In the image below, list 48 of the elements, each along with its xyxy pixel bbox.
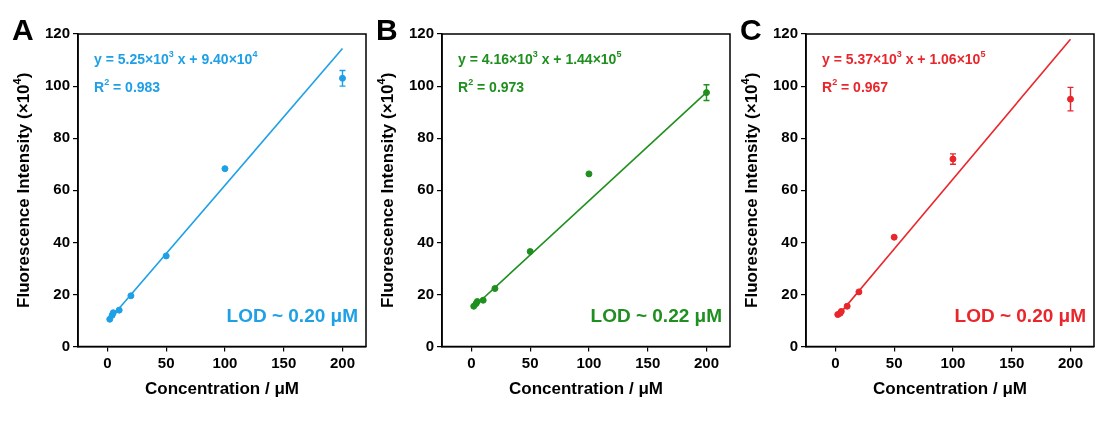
y-tick-label: 20 [781,284,799,302]
y-tick-label: 120 [773,24,799,42]
annotation: LOD ~ 0.20 μM [226,304,359,326]
x-tick-label: 150 [635,353,661,371]
y-tick-label: 80 [781,128,799,146]
y-tick-label: 20 [53,284,71,302]
y-tick-label: 120 [45,24,71,42]
x-axis-title: Concentration / μM [145,379,299,399]
y-tick-label: 80 [417,128,435,146]
y-tick-label: 60 [417,180,435,198]
y-axis-title: Fluorescence Intensity (×104) [374,72,397,308]
chart-title: B [376,13,398,47]
y-tick-label: 120 [409,24,435,42]
y-tick-label: 100 [773,76,799,94]
y-tick-label: 0 [61,336,71,354]
x-axis-title: Concentration / μM [873,379,1027,399]
x-axis-title: Concentration / μM [509,379,663,399]
y-tick-label: 100 [45,76,71,94]
x-tick-label: 200 [693,353,720,371]
x-tick-label: 50 [521,353,539,371]
y-tick-label: 40 [53,232,71,250]
x-tick-label: 0 [831,353,840,371]
x-tick-label: 100 [212,353,238,371]
x-tick-label: 0 [467,353,476,371]
y-axis-title: Fluorescence Intensity (×104) [10,72,33,308]
y-tick-label: 20 [417,284,435,302]
y-tick-label: 60 [53,180,71,198]
x-tick-label: 50 [157,353,175,371]
x-tick-label: 100 [940,353,966,371]
x-tick-label: 50 [885,353,903,371]
y-tick-label: 0 [789,336,799,354]
chart-title: A [12,13,34,47]
annotation: LOD ~ 0.20 μM [954,304,1087,326]
x-tick-label: 200 [1057,353,1084,371]
y-tick-label: 80 [53,128,71,146]
chart-title: C [740,13,762,47]
y-tick-label: 100 [409,76,435,94]
y-tick-label: 0 [425,336,435,354]
x-tick-label: 200 [329,353,356,371]
x-tick-label: 150 [999,353,1025,371]
annotation: LOD ~ 0.22 μM [590,304,723,326]
x-tick-label: 150 [271,353,297,371]
y-tick-label: 40 [781,232,799,250]
y-tick-label: 40 [417,232,435,250]
x-tick-label: 100 [576,353,602,371]
x-tick-label: 0 [103,353,112,371]
y-axis-title: Fluorescence Intensity (×104) [738,72,761,308]
y-tick-label: 60 [781,180,799,198]
